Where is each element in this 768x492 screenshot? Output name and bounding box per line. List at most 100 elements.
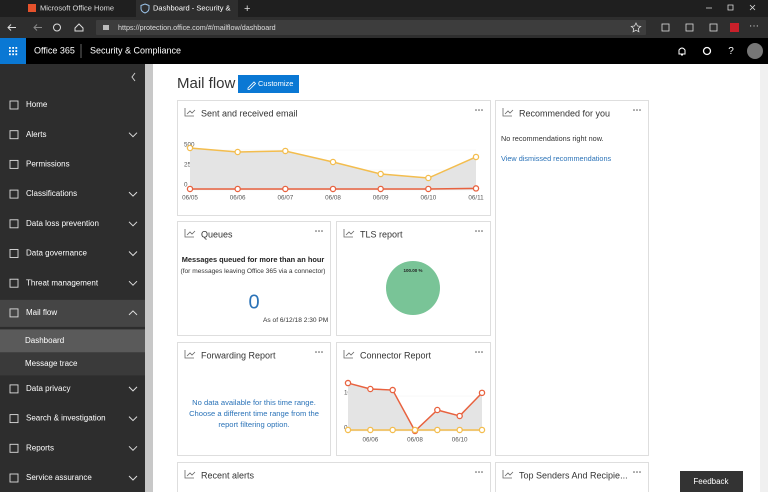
nav-subitem[interactable]: Message trace <box>25 359 78 368</box>
queues-count: 0 <box>248 291 259 313</box>
nav-icon <box>9 189 19 199</box>
extension[interactable] <box>730 23 739 32</box>
nav-icon <box>9 473 19 483</box>
chevron <box>128 251 138 257</box>
more-dot[interactable] <box>481 471 483 473</box>
toolbar-icon[interactable] <box>709 23 718 32</box>
more-dot[interactable] <box>475 471 477 473</box>
nav-item[interactable]: Search & investigation <box>26 414 106 423</box>
link[interactable]: View dismissed recommendations <box>501 154 612 163</box>
help[interactable]: ? <box>728 46 734 57</box>
toolbar-icon[interactable] <box>661 23 670 32</box>
more-dot[interactable] <box>633 471 635 473</box>
app-name[interactable]: Security & Compliance <box>90 45 181 55</box>
tab-title[interactable]: Microsoft Office Home <box>40 3 114 12</box>
more-dot[interactable] <box>478 351 480 353</box>
more-dot[interactable] <box>318 351 320 353</box>
more-dot[interactable] <box>481 109 483 111</box>
more-dot[interactable] <box>481 230 483 232</box>
more-dot[interactable] <box>478 471 480 473</box>
more-dot[interactable] <box>636 109 638 111</box>
button-label[interactable]: Customize <box>258 79 293 88</box>
point <box>282 147 289 155</box>
more-dot[interactable] <box>475 109 477 111</box>
brand[interactable]: Office 365 <box>34 45 75 55</box>
nav-arrow[interactable] <box>7 24 16 31</box>
nav-arrow[interactable] <box>33 24 42 31</box>
tab-icon <box>28 4 36 12</box>
nav-subitem[interactable]: Dashboard <box>25 336 64 345</box>
app-header <box>0 38 768 64</box>
nav-item[interactable]: Threat management <box>26 278 99 287</box>
nav-item[interactable]: Reports <box>26 443 54 452</box>
pie-label: 100.00 % <box>403 268 422 273</box>
more-dot[interactable] <box>475 230 477 232</box>
point <box>344 379 352 387</box>
home[interactable] <box>74 23 84 32</box>
nav-item[interactable]: Permissions <box>26 160 70 169</box>
nav-item[interactable]: Classifications <box>26 189 77 198</box>
x-tick-label: 06/05 <box>182 195 198 202</box>
card-icon <box>184 108 196 117</box>
pencil <box>247 81 257 90</box>
point <box>186 185 194 193</box>
point <box>186 144 194 152</box>
collapse[interactable] <box>131 72 136 82</box>
card-title: TLS report <box>360 229 403 239</box>
active-tab[interactable] <box>136 0 238 17</box>
nav-icon <box>9 414 19 424</box>
nav-icon <box>9 219 19 229</box>
message: No recommendations right now. <box>501 134 604 143</box>
nav-item[interactable]: Home <box>26 100 48 109</box>
area <box>190 148 476 190</box>
new-tab[interactable]: + <box>244 3 250 15</box>
nav-item[interactable]: Data privacy <box>26 384 70 393</box>
more-dot[interactable] <box>478 230 480 232</box>
more-dot[interactable] <box>633 109 635 111</box>
avatar[interactable] <box>747 43 763 59</box>
more-dot[interactable] <box>478 109 480 111</box>
url-field[interactable] <box>96 20 646 35</box>
x-tick-label: 06/11 <box>468 195 484 202</box>
bell[interactable] <box>678 47 686 56</box>
feedback-button[interactable] <box>680 471 743 492</box>
star[interactable] <box>630 22 642 33</box>
feedback-label[interactable]: Feedback <box>693 477 729 486</box>
waffle-dot <box>9 47 11 49</box>
more-dot[interactable] <box>481 351 483 353</box>
tab-title[interactable]: Dashboard - Security & <box>153 3 231 12</box>
more-dot[interactable] <box>475 351 477 353</box>
x-tick-label: 06/09 <box>373 195 389 202</box>
card-title: Recent alerts <box>201 470 255 480</box>
nav-item[interactable]: Mail flow <box>26 308 57 317</box>
more-dot[interactable] <box>318 230 320 232</box>
more-dot[interactable] <box>636 471 638 473</box>
nav-item[interactable]: Service assurance <box>26 473 92 482</box>
more-dot[interactable] <box>639 109 641 111</box>
toolbar-icon[interactable] <box>685 23 694 32</box>
more-dot[interactable] <box>321 351 323 353</box>
url[interactable]: https://protection.office.com/#/mailflow… <box>118 23 276 32</box>
waffle-dot <box>15 53 18 56</box>
more-dot[interactable] <box>315 351 317 353</box>
more-dot[interactable] <box>315 230 317 232</box>
tab-bar <box>0 0 768 17</box>
settings[interactable] <box>702 46 712 56</box>
waffle-dot <box>12 47 14 49</box>
nav-item[interactable]: Alerts <box>26 130 46 139</box>
card <box>177 342 331 456</box>
point <box>367 426 374 434</box>
customize-button[interactable] <box>238 75 299 93</box>
card-icon <box>184 229 196 238</box>
nav-item[interactable]: Data governance <box>26 249 87 258</box>
queues-heading: Messages queued for more than an hour <box>182 255 325 264</box>
nav-item[interactable]: Data loss prevention <box>26 219 99 228</box>
more-dot[interactable] <box>321 230 323 232</box>
menu[interactable]: ··· <box>749 21 759 32</box>
more-dot[interactable] <box>639 471 641 473</box>
card <box>177 221 331 336</box>
refresh[interactable] <box>53 23 61 32</box>
card-icon <box>343 229 355 238</box>
point <box>478 426 486 434</box>
